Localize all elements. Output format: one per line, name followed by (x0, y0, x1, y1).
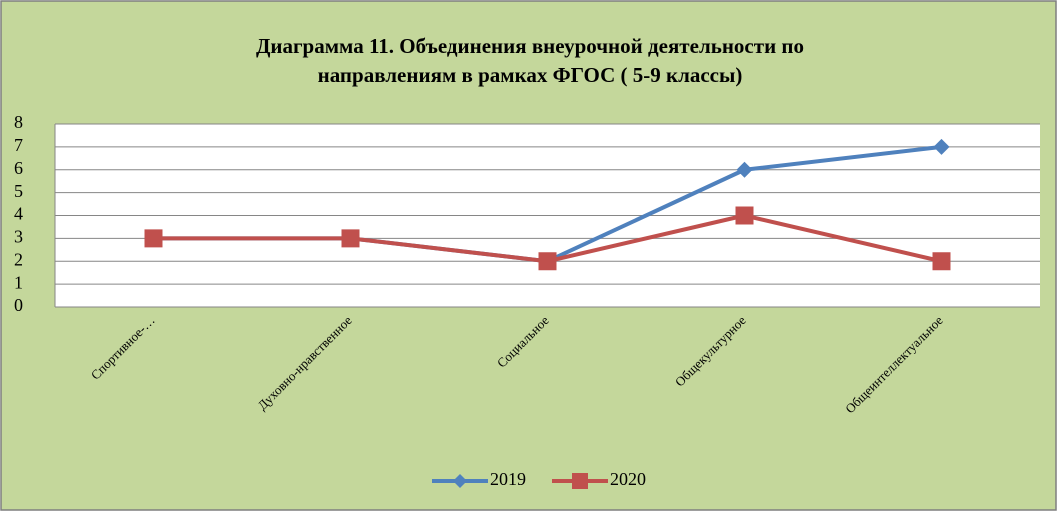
y-tick-label: 0 (14, 295, 23, 315)
data-point (932, 252, 951, 271)
data-point (538, 252, 557, 271)
y-tick-label: 5 (14, 181, 23, 201)
chart-title: направлениям в рамках ФГОС ( 5-9 классы) (318, 63, 743, 87)
legend-label: 2020 (610, 469, 646, 489)
data-point (933, 138, 950, 155)
legend-marker (453, 474, 467, 488)
y-tick-label: 8 (14, 112, 23, 132)
data-point (144, 229, 163, 248)
y-tick-label: 3 (14, 227, 23, 247)
chart-title: Диаграмма 11. Объединения внеурочной дея… (256, 34, 804, 58)
data-point (341, 229, 360, 248)
y-tick-label: 6 (14, 158, 23, 178)
legend-marker (572, 473, 588, 489)
y-tick-label: 4 (14, 204, 23, 224)
legend-label: 2019 (490, 469, 526, 489)
y-tick-label: 7 (14, 135, 23, 155)
data-point (736, 161, 753, 178)
data-point (735, 206, 754, 225)
y-tick-label: 1 (14, 272, 23, 292)
y-tick-label: 2 (14, 249, 23, 269)
